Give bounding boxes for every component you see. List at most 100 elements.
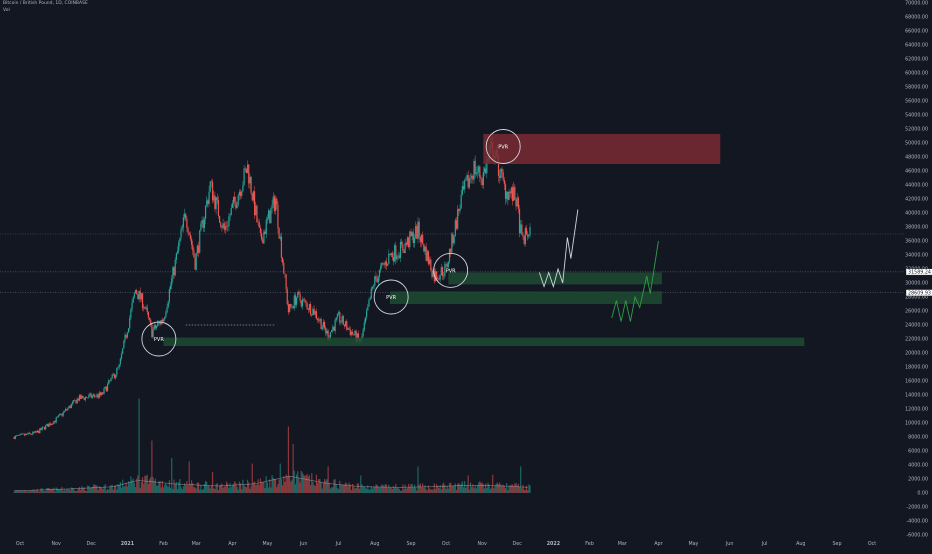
volume-bar [453,485,455,493]
candle-body [108,380,110,385]
candle-body [38,430,40,434]
volume-bar [452,485,454,493]
volume-bar [83,487,85,493]
candle-body [70,404,72,409]
volume-bar [418,484,420,493]
candle-body [61,413,63,416]
candle-body [506,191,508,199]
volume-bar [231,484,234,493]
volume-bar [246,479,249,493]
volume-bar [401,490,403,493]
volume-bar [500,484,502,493]
candle-body [329,332,332,338]
candle-body [20,433,22,435]
candle-body [218,215,221,223]
volume-bar [265,476,267,493]
volume-bar [196,482,199,493]
candle-body [253,191,256,216]
candle-body [427,251,430,265]
candle-body [451,233,453,253]
candle-body [208,191,210,204]
candle-body [457,209,459,229]
candle-body [521,224,523,235]
candle-body [466,175,468,181]
volume-bar [483,488,486,493]
x-tick-label: Jul [761,541,768,547]
candle-body [223,223,225,230]
candle-body [257,221,259,223]
volume-bar [204,480,207,493]
candle-body [101,392,103,395]
volume-bar [253,481,256,493]
volume-bar [55,487,57,493]
volume-bar [292,444,294,493]
candle-body [130,309,132,318]
volume-bar [321,488,323,493]
volume-bar [118,485,120,493]
volume-bar [214,489,216,493]
volume-bar [260,481,263,493]
candle-body [178,242,180,251]
volume-bar [120,487,123,493]
candle-body [480,177,482,180]
volume-bar [152,477,154,493]
volume-bar [466,485,468,493]
candle-body [69,405,71,409]
volume-bar [89,487,91,493]
volume-bar [411,483,413,493]
candle-body [369,298,371,301]
green-projection [611,240,659,322]
volume-bar [81,485,83,493]
candle-body [153,325,155,330]
volume-bar [420,487,423,493]
candle-body [203,218,206,228]
candle-body [43,426,46,430]
volume-bar [190,480,193,493]
volume-bar [516,485,518,493]
volume-bar [361,484,363,493]
volume-bar [109,486,111,493]
pvr-circle [141,321,177,357]
candle-body [33,431,35,433]
volume-bar [18,490,20,493]
volume-bar [475,488,477,493]
volume-bar [487,482,489,493]
candle-body [482,172,484,186]
volume-bar [429,488,431,493]
candle-body [97,394,99,398]
candle-body [378,269,381,277]
volume-bar [397,487,399,493]
candle-body [343,324,346,327]
volume-bar [306,473,308,493]
volume-bar [441,484,444,493]
candle-body [216,197,218,200]
volume-bar [124,486,126,493]
candle-body [197,245,200,253]
candle-body [263,231,265,244]
x-tick-label: Feb [585,541,594,547]
volume-bar [523,489,525,493]
candle-body [367,306,369,311]
volume-bar [266,482,269,493]
volume-bar [85,490,88,493]
volume-bar [403,489,405,493]
volume-bar [138,398,140,493]
volume-bar [150,477,152,493]
volume-bar [228,488,230,493]
volume-bar [520,466,522,493]
volume-bar [437,486,439,493]
x-tick-label: Sep [406,541,415,547]
x-axis[interactable]: Oct Nov Dec 2021 Feb Mar Apr May Jun Jul Aug Sep Oct… [16,541,876,547]
candle-body [18,435,20,436]
y-tick-label: -4000.00 [906,519,928,525]
candle-body [152,329,154,338]
green-zone [389,291,662,304]
candle-body [87,397,89,399]
volume-bar [96,485,98,493]
volume-bar [398,489,400,493]
candle-body [504,184,507,199]
volume-bar [294,484,297,493]
candle-body [436,271,438,280]
x-tick-label: Mar [618,541,627,547]
volume-bar [206,481,208,493]
